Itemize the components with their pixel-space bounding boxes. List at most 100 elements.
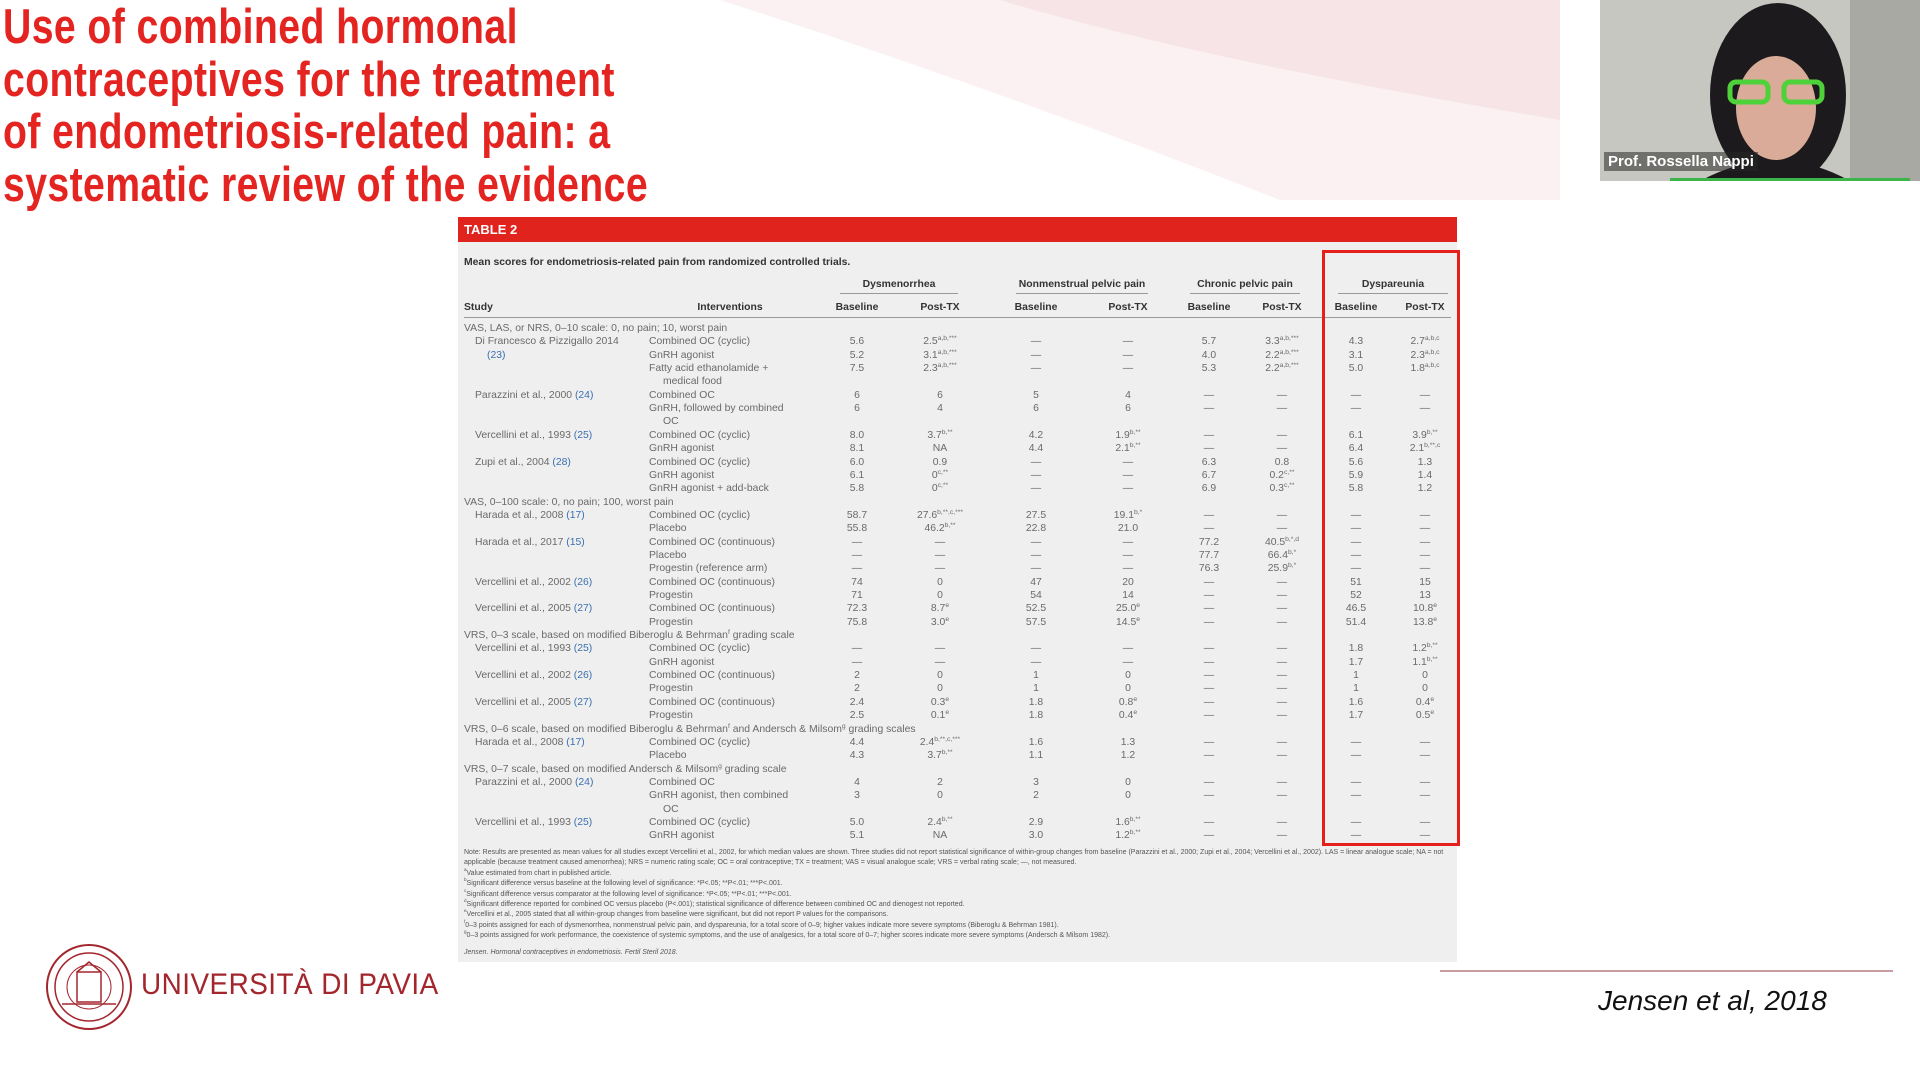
intervention: Progestin xyxy=(649,683,693,695)
table-cell: 0 xyxy=(937,683,943,695)
table-cell: 2.7a,b,c xyxy=(1385,335,1465,348)
cell-significance: b,**,c,*** xyxy=(934,735,961,743)
table-cell: — xyxy=(1030,336,1042,348)
table-cell: — xyxy=(1276,443,1288,455)
table-cell: 0 xyxy=(1422,670,1428,682)
table-cell: — xyxy=(1419,536,1431,548)
table-cell: 8.0 xyxy=(849,429,865,441)
table-cell: 2 xyxy=(1033,790,1039,802)
table-cell: 3.7b,** xyxy=(900,749,980,762)
table-cell: 2.2a,b,*** xyxy=(1242,362,1322,375)
intervention: Progestin (reference arm) xyxy=(649,563,768,575)
table-cell: 1.6b,** xyxy=(1088,816,1168,829)
intervention: Progestin xyxy=(649,710,693,722)
table-cell: — xyxy=(934,656,946,668)
title-line: systematic review of the evidence xyxy=(3,157,649,212)
section-text: and Andersch & Milsom xyxy=(729,723,842,735)
section-text: grading scale xyxy=(721,763,787,775)
cell-significance: a,b,c xyxy=(1424,348,1440,356)
table-cell: 6 xyxy=(854,389,860,401)
column-header: Post-TX xyxy=(920,302,960,313)
note-text: Significant difference versus comparator… xyxy=(466,890,792,898)
study-name: Parazzini et al., 2000 (24) xyxy=(475,389,593,402)
table-cell: 0.9 xyxy=(932,456,948,468)
cell-value: 2.4 xyxy=(919,736,935,748)
cell-significance: a,b,*** xyxy=(1279,348,1299,356)
table-cell: — xyxy=(1419,790,1431,802)
section-text: VAS, 0–100 scale: 0, no pain; 100, worst… xyxy=(464,496,674,508)
table-cell: — xyxy=(1419,389,1431,401)
table-cell: 1.2 xyxy=(1417,483,1433,495)
section-text: grading scale xyxy=(729,630,795,642)
table-cell: 6 xyxy=(854,403,860,415)
footnote-mark: e xyxy=(464,908,467,914)
section-label: VRS, 0–7 scale, based on modified Anders… xyxy=(464,763,787,776)
intervention: OC xyxy=(663,416,679,428)
intervention: GnRH agonist + add-back xyxy=(649,483,769,495)
table-cell: 22.8 xyxy=(1025,523,1047,535)
column-header: Baseline xyxy=(835,302,879,313)
table-cell: 0.3e xyxy=(900,696,980,709)
table-cell: 6.7 xyxy=(1201,469,1217,481)
intervention: Combined OC (cyclic) xyxy=(649,429,751,441)
table-cell: 6.1 xyxy=(1348,429,1364,441)
intervention: Combined OC (continuous) xyxy=(649,536,775,548)
cell-significance: b,** xyxy=(1129,442,1141,450)
table-cell: 5.3 xyxy=(1201,363,1217,375)
table-cell: 19.1b,* xyxy=(1088,509,1168,522)
title-line: Use of combined hormonal xyxy=(3,0,518,54)
cell-value: 0.1 xyxy=(930,710,946,722)
table-cell: 4.0 xyxy=(1201,349,1217,361)
footnote-mark: g xyxy=(464,929,467,935)
column-header: Post-TX xyxy=(1262,302,1302,313)
cell-value: 3.7 xyxy=(927,750,942,762)
cell-significance: b,* xyxy=(1133,508,1143,516)
intervention: Combined OC (continuous) xyxy=(649,603,775,615)
section-label: VRS, 0–3 scale, based on modified Bibero… xyxy=(464,629,795,642)
table-cell: — xyxy=(1030,483,1042,495)
table-cell: 74 xyxy=(851,576,863,588)
table-cell: — xyxy=(1276,683,1288,695)
table-cell: — xyxy=(934,563,946,575)
table-cell: — xyxy=(851,656,863,668)
intervention: GnRH agonist, then combined xyxy=(649,790,789,802)
table-cell: — xyxy=(1276,403,1288,415)
table-cell: — xyxy=(1030,643,1042,655)
table-cell: — xyxy=(1203,816,1215,828)
study-name: Vercellini et al., 2005 (27) xyxy=(475,696,592,709)
table-cell: 3 xyxy=(1033,776,1039,788)
note-text: 0–3 points assigned for work performance… xyxy=(466,932,1111,940)
intervention: Combined OC (cyclic) xyxy=(649,643,751,655)
title-line: contraceptives for the treatment xyxy=(3,52,615,107)
reference-link: (17) xyxy=(566,736,585,748)
table-caption: Mean scores for endometriosis-related pa… xyxy=(464,257,851,268)
table-cell: 1.6 xyxy=(1348,696,1364,708)
table-cell: 54 xyxy=(1030,590,1042,601)
table-cell: 2.5 xyxy=(849,710,865,722)
intervention: Combined OC (cyclic) xyxy=(649,336,751,348)
table-cell: — xyxy=(851,643,863,655)
table-cell: 57.5 xyxy=(1025,616,1047,628)
table-cell: — xyxy=(1122,483,1134,495)
section-label: VAS, 0–100 scale: 0, no pain; 100, worst… xyxy=(464,496,674,509)
table-cell: 10.8e xyxy=(1385,602,1465,615)
table-cell: — xyxy=(1350,830,1362,842)
table-cell: 1.1 xyxy=(1028,750,1044,762)
table-cell: 46.5 xyxy=(1345,603,1367,615)
table-header-bar xyxy=(458,217,1457,242)
table-cell: — xyxy=(1122,456,1134,468)
table-cell: 6.4 xyxy=(1348,443,1364,455)
table-cell: — xyxy=(1276,576,1288,588)
table-cell: 5.1 xyxy=(849,830,865,842)
table-cell: 0c,** xyxy=(900,482,980,495)
intervention: OC xyxy=(663,803,679,815)
cell-value: 0.2 xyxy=(1269,469,1284,481)
table-cell: 66.4b,* xyxy=(1242,549,1322,562)
intervention: GnRH agonist xyxy=(649,656,715,668)
cell-value: 0 xyxy=(931,469,938,481)
table-cell: — xyxy=(1419,830,1431,842)
cell-significance: a,b,*** xyxy=(937,335,957,343)
cell-value: 2.7 xyxy=(1410,336,1425,348)
intervention: GnRH agonist xyxy=(649,349,715,361)
cell-significance: a,b,*** xyxy=(937,348,957,356)
